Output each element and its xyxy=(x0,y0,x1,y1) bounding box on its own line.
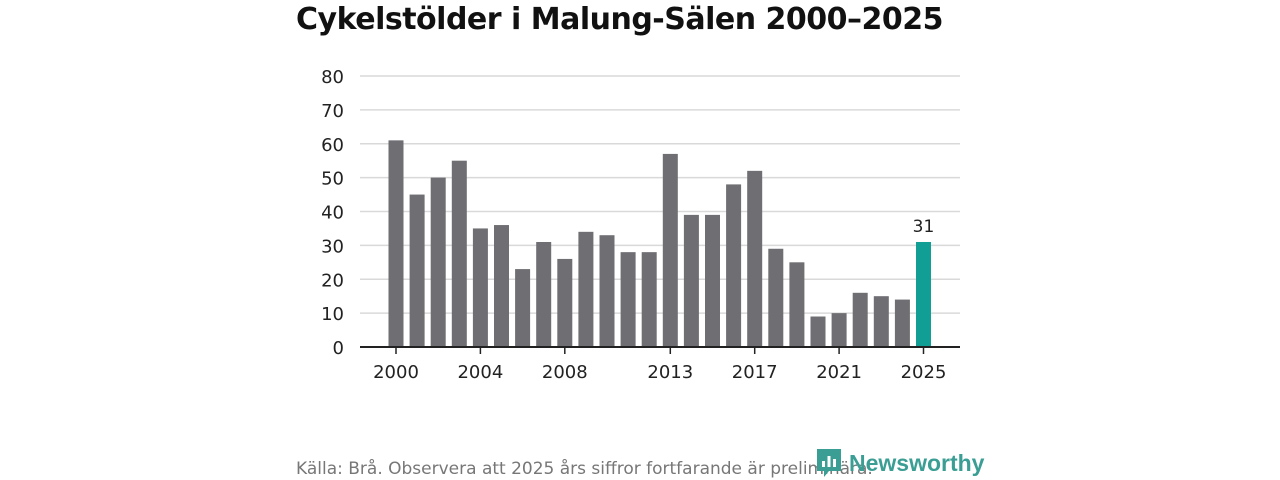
y-tick-label-50: 50 xyxy=(321,169,344,190)
y-axis-labels: 0 10 20 30 40 50 60 70 80 xyxy=(321,67,344,359)
bar-2012 xyxy=(641,252,657,347)
bar-2010 xyxy=(599,235,615,347)
bar-2017 xyxy=(747,170,763,347)
y-tick-label-10: 10 xyxy=(321,304,344,325)
gridlines xyxy=(360,75,960,314)
bar-2002 xyxy=(430,177,446,347)
bar-2004 xyxy=(472,228,488,347)
bar-2023 xyxy=(873,296,889,347)
y-tick-label-40: 40 xyxy=(321,203,344,224)
brand-name: Newsworthy xyxy=(849,449,985,476)
x-tick-label-2004: 2004 xyxy=(457,362,503,383)
newsworthy-logo-icon xyxy=(817,449,841,477)
x-tick-label-2008: 2008 xyxy=(542,362,588,383)
y-tick-label-20: 20 xyxy=(321,270,344,291)
bar-2009 xyxy=(578,231,594,347)
bar-2011 xyxy=(620,252,636,347)
x-tick-label-2000: 2000 xyxy=(373,362,419,383)
bar-2006 xyxy=(515,269,531,347)
source-note: Källa: Brå. Observera att 2025 års siffr… xyxy=(296,459,873,479)
chart-title: Cykelstölder i Malung-Sälen 2000–2025 xyxy=(296,2,944,37)
y-tick-label-60: 60 xyxy=(321,135,344,156)
bar-2014 xyxy=(683,214,699,347)
bar-2018 xyxy=(768,248,784,347)
bar-2003 xyxy=(451,160,467,347)
bar-2001 xyxy=(409,194,425,347)
y-tick-label-70: 70 xyxy=(321,101,344,122)
brand-logo: Newsworthy xyxy=(815,447,984,479)
bar-2005 xyxy=(494,225,509,347)
x-tick-label-2025: 2025 xyxy=(901,362,947,383)
x-axis-labels: 2000 2004 2008 2013 2017 2021 2025 xyxy=(373,362,946,383)
x-tick-label-2017: 2017 xyxy=(732,362,778,383)
bar-2013 xyxy=(662,153,678,347)
bar-2022 xyxy=(852,292,868,347)
x-tick-label-2021: 2021 xyxy=(816,362,862,383)
bar-2007 xyxy=(536,241,552,347)
y-tick-label-30: 30 xyxy=(321,236,344,257)
bar-2008 xyxy=(557,258,573,347)
x-axis-ticks xyxy=(395,347,925,354)
bars xyxy=(388,140,931,347)
data-label-2025: 31 xyxy=(913,217,935,237)
bar-2019 xyxy=(789,262,805,347)
bar-2015 xyxy=(705,214,720,347)
y-tick-label-80: 80 xyxy=(321,67,344,88)
bar-2000 xyxy=(388,140,404,347)
y-tick-label-0: 0 xyxy=(333,338,344,359)
x-tick-label-2013: 2013 xyxy=(647,362,693,383)
bar-2016 xyxy=(726,184,742,347)
bar-2021 xyxy=(831,313,847,347)
bar-2020 xyxy=(810,316,826,347)
bar-2024 xyxy=(894,299,910,347)
bar-2025 xyxy=(916,241,931,347)
